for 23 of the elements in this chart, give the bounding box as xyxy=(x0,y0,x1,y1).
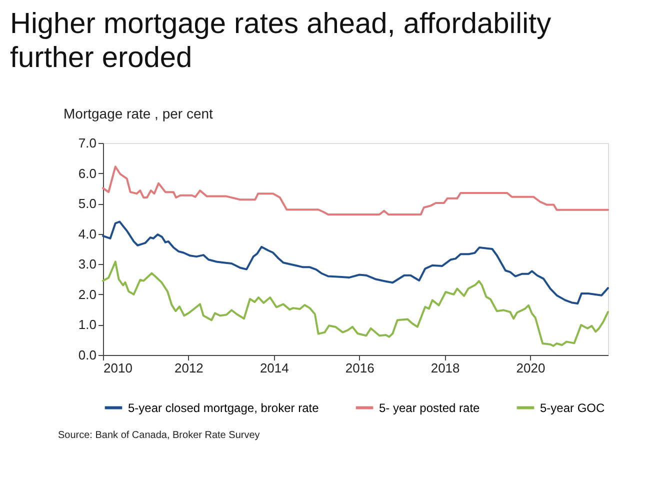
x-tick-label: 2018 xyxy=(430,360,460,376)
x-tick-label: 2010 xyxy=(104,360,132,376)
legend-label: 5-year closed mortgage, broker rate xyxy=(128,400,320,415)
y-tick-label: 4.0 xyxy=(78,226,96,242)
x-tick-label: 2012 xyxy=(174,360,204,376)
x-tick-label: 2020 xyxy=(516,360,546,376)
source-note: Source: Bank of Canada, Broker Rate Survey xyxy=(58,430,260,441)
chart-title: Higher mortgage rates ahead, affordability further eroded xyxy=(10,8,552,74)
x-tick-label: 2016 xyxy=(345,360,374,376)
y-tick-label: 3.0 xyxy=(78,256,96,272)
y-tick-label: 7.0 xyxy=(78,136,96,150)
line-series xyxy=(102,260,609,347)
y-tick-label: 0.0 xyxy=(78,348,96,362)
legend-label: 5- year posted rate xyxy=(379,400,480,415)
line-series xyxy=(102,166,609,216)
y-tick-label: 5.0 xyxy=(78,196,96,212)
y-axis-title: Mortgage rate , per cent xyxy=(64,106,214,122)
legend-label: 5-year GOC xyxy=(540,400,606,415)
y-tick-label: 2.0 xyxy=(78,286,96,302)
line-series xyxy=(102,220,609,305)
y-tick-label: 6.0 xyxy=(78,166,96,181)
x-tick-label: 2014 xyxy=(260,360,289,376)
y-tick-label: 1.0 xyxy=(78,317,96,332)
